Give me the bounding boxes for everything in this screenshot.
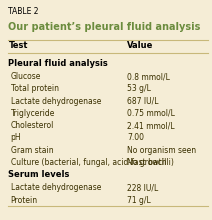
Text: pH: pH	[11, 134, 21, 143]
Text: Protein: Protein	[11, 196, 38, 205]
Text: 228 IU/L: 228 IU/L	[127, 183, 158, 192]
Text: 53 g/L: 53 g/L	[127, 84, 151, 94]
Text: Serum levels: Serum levels	[8, 170, 70, 179]
Text: Value: Value	[127, 41, 153, 50]
Text: Lactate dehydrogenase: Lactate dehydrogenase	[11, 97, 101, 106]
Text: Total protein: Total protein	[11, 84, 59, 94]
Text: Gram stain: Gram stain	[11, 146, 53, 155]
Text: Test: Test	[8, 41, 28, 50]
Text: Pleural fluid analysis: Pleural fluid analysis	[8, 59, 108, 68]
Text: Triglyceride: Triglyceride	[11, 109, 55, 118]
Text: Glucose: Glucose	[11, 72, 41, 81]
Text: 2.41 mmol/L: 2.41 mmol/L	[127, 121, 175, 130]
Text: Our patient’s pleural fluid analysis: Our patient’s pleural fluid analysis	[8, 22, 201, 32]
Text: 7.00: 7.00	[127, 134, 144, 143]
Text: TABLE 2: TABLE 2	[8, 7, 39, 16]
Text: 71 g/L: 71 g/L	[127, 196, 151, 205]
Text: 0.8 mmol/L: 0.8 mmol/L	[127, 72, 170, 81]
Text: Lactate dehydrogenase: Lactate dehydrogenase	[11, 183, 101, 192]
Text: No organism seen: No organism seen	[127, 146, 196, 155]
Text: 0.75 mmol/L: 0.75 mmol/L	[127, 109, 175, 118]
Text: Culture (bacterial, fungal, acid-fast bacilli): Culture (bacterial, fungal, acid-fast ba…	[11, 158, 173, 167]
Text: No growth: No growth	[127, 158, 167, 167]
Text: Cholesterol: Cholesterol	[11, 121, 54, 130]
Text: 687 IU/L: 687 IU/L	[127, 97, 159, 106]
